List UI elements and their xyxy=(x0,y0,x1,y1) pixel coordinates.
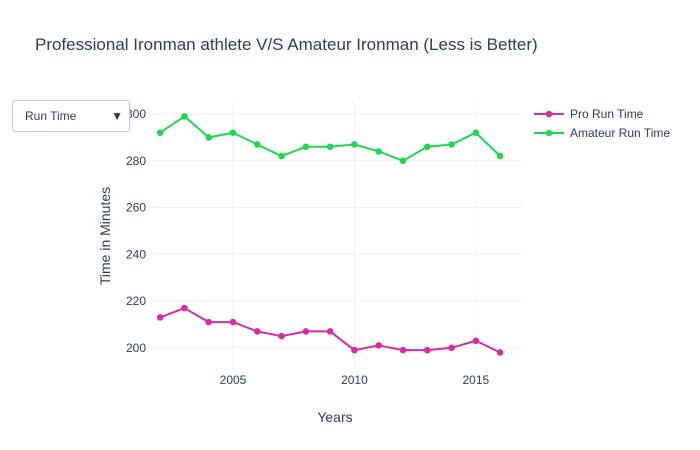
data-point[interactable] xyxy=(351,141,358,148)
data-point[interactable] xyxy=(399,346,407,354)
data-point[interactable] xyxy=(302,328,310,335)
series-layer xyxy=(156,113,504,356)
series-dropdown[interactable]: Run Time ▼ xyxy=(12,100,130,132)
data-point[interactable] xyxy=(423,143,431,151)
data-point[interactable] xyxy=(399,157,407,165)
legend-marker xyxy=(545,129,553,137)
legend-label: Pro Run Time xyxy=(570,107,644,121)
legend-item[interactable]: Pro Run Time xyxy=(534,107,644,121)
tick-labels: 200 220 240 260 280 300 2005 2010 2015 xyxy=(126,107,490,387)
data-point[interactable] xyxy=(278,332,285,340)
data-point[interactable] xyxy=(326,143,334,151)
data-point[interactable] xyxy=(253,141,261,148)
legend-label: Amateur Run Time xyxy=(570,126,670,140)
data-point[interactable] xyxy=(205,318,213,326)
y-tick-label: 280 xyxy=(126,154,146,168)
y-tick-label: 260 xyxy=(126,201,146,215)
data-point[interactable] xyxy=(156,129,164,137)
x-axis-title: Years xyxy=(317,409,352,425)
triangle-down-icon: ▼ xyxy=(111,109,123,123)
y-tick-label: 240 xyxy=(126,247,146,261)
data-point[interactable] xyxy=(205,134,213,141)
series-0 xyxy=(156,304,504,356)
data-point[interactable] xyxy=(472,337,480,345)
data-point[interactable] xyxy=(229,129,237,137)
data-point[interactable] xyxy=(278,152,285,160)
chart-title: Professional Ironman athlete V/S Amateur… xyxy=(35,35,538,54)
data-point[interactable] xyxy=(375,342,383,349)
x-tick-label: 2010 xyxy=(341,373,368,387)
data-point[interactable] xyxy=(181,113,188,120)
legend-marker xyxy=(545,110,553,118)
y-axis-title: Time in Minutes xyxy=(97,187,113,285)
data-point[interactable] xyxy=(375,148,383,155)
data-point[interactable] xyxy=(181,304,188,312)
data-point[interactable] xyxy=(472,129,480,137)
x-tick-label: 2005 xyxy=(220,373,247,387)
dropdown-selected-label: Run Time xyxy=(25,109,77,123)
data-point[interactable] xyxy=(448,344,455,352)
x-tick-label: 2015 xyxy=(463,373,490,387)
data-point[interactable] xyxy=(253,328,261,335)
legend[interactable]: Pro Run Time Amateur Run Time xyxy=(534,107,670,140)
data-point[interactable] xyxy=(448,141,455,148)
data-point[interactable] xyxy=(351,346,358,354)
data-point[interactable] xyxy=(302,143,310,151)
data-point[interactable] xyxy=(496,152,504,160)
data-point[interactable] xyxy=(229,318,237,326)
legend-item[interactable]: Amateur Run Time xyxy=(534,126,670,140)
y-tick-label: 220 xyxy=(126,294,146,308)
y-tick-label: 200 xyxy=(126,341,146,355)
data-point[interactable] xyxy=(326,328,334,335)
series-1 xyxy=(156,113,504,165)
data-point[interactable] xyxy=(496,349,504,356)
grid xyxy=(148,100,522,370)
data-point[interactable] xyxy=(423,346,431,354)
data-point[interactable] xyxy=(156,314,164,321)
y-tick-label: 300 xyxy=(126,107,146,121)
